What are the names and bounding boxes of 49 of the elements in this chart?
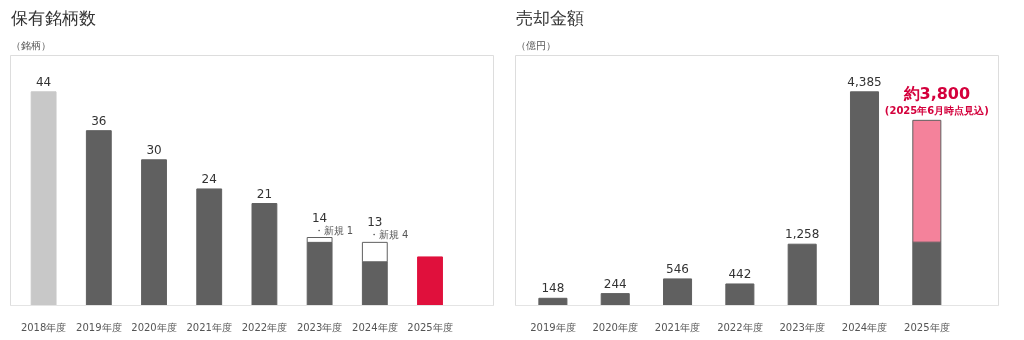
bar xyxy=(85,130,112,306)
x-tick-label: 2020年度 xyxy=(131,321,177,333)
bar xyxy=(663,278,693,306)
bar xyxy=(306,241,333,306)
data-label: 546 xyxy=(666,261,689,276)
bar xyxy=(849,91,880,306)
data-label: 30 xyxy=(146,142,162,157)
bar xyxy=(251,203,278,306)
x-tick-label: 2020年度 xyxy=(592,321,638,333)
x-tick-label: 2025年度 xyxy=(407,321,453,333)
annotation: (2025年6月時点見込) xyxy=(884,105,989,117)
bar xyxy=(196,188,223,306)
data-label: 4,385 xyxy=(847,74,882,89)
x-tick-label: 2023年度 xyxy=(296,321,343,333)
x-tick-label: 2025年度 xyxy=(904,321,950,333)
data-label: 36 xyxy=(91,113,107,128)
bar xyxy=(538,297,568,306)
bar xyxy=(600,293,630,306)
chart-title: 売却金額 xyxy=(515,7,584,28)
bar xyxy=(787,243,817,306)
x-tick-label: 2021年度 xyxy=(654,321,701,333)
annotation: 約3,800 xyxy=(902,84,971,104)
x-tick-label: 2018年度 xyxy=(20,321,67,333)
total-label: 14 xyxy=(311,210,328,225)
annotation: ・新規 1 xyxy=(313,224,354,236)
bar xyxy=(725,283,755,306)
data-label: 442 xyxy=(728,266,752,281)
bar xyxy=(30,91,57,306)
x-tick-label: 2024年度 xyxy=(841,321,888,333)
data-label: 21 xyxy=(256,186,273,201)
x-tick-label: 2019年度 xyxy=(530,321,576,333)
chart-title: 保有銘柄数 xyxy=(10,7,96,28)
chart-subtitle: （銘柄） xyxy=(10,39,51,51)
data-label: 44 xyxy=(35,74,52,89)
data-label: 148 xyxy=(541,281,565,296)
x-tick-label: 2023年度 xyxy=(779,321,825,333)
bar xyxy=(417,256,443,306)
data-label: 244 xyxy=(603,276,627,291)
annotation: ・新規 4 xyxy=(368,229,409,241)
x-tick-label: 2021年度 xyxy=(186,321,232,333)
data-label: 1,258 xyxy=(785,227,820,242)
x-tick-label: 2019年度 xyxy=(76,321,122,333)
x-tick-label: 2022年度 xyxy=(241,321,288,333)
total-label: 13 xyxy=(367,215,383,230)
chart-subtitle: （億円） xyxy=(515,39,556,51)
x-tick-label: 2024年度 xyxy=(352,321,398,333)
x-tick-label: 2022年度 xyxy=(717,321,763,333)
bar xyxy=(141,159,167,306)
data-label: 24 xyxy=(201,171,217,186)
